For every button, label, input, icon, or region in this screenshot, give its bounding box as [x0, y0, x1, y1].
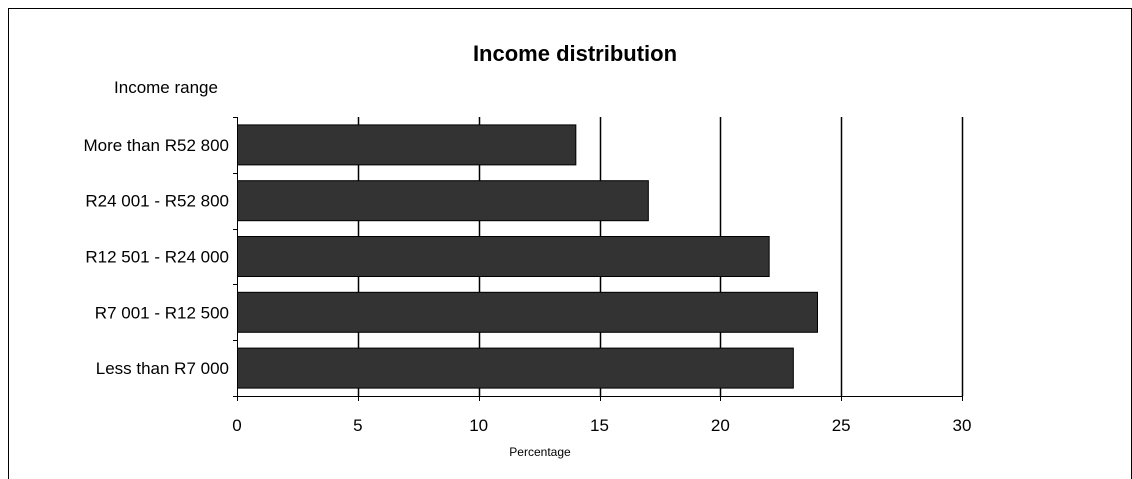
- y-axis-title: Income range: [114, 78, 218, 97]
- x-tick-label-4: 20: [711, 416, 730, 435]
- x-tick-label-1: 5: [353, 416, 362, 435]
- chart-title: Income distribution: [473, 41, 677, 66]
- y-tick-label-1: R24 001 - R52 800: [85, 192, 229, 211]
- bar-4: [237, 347, 794, 389]
- y-tick-label-3: R7 001 - R12 500: [95, 303, 229, 322]
- y-tick-label-0: More than R52 800: [83, 136, 229, 155]
- y-tick-label-2: R12 501 - R24 000: [85, 248, 229, 267]
- bar-2: [237, 236, 770, 277]
- x-tick-label-0: 0: [232, 416, 241, 435]
- axes: [233, 117, 963, 401]
- bar-1: [237, 180, 649, 222]
- x-tick-label-2: 10: [469, 416, 488, 435]
- x-tick-label-6: 30: [953, 416, 972, 435]
- x-tick-label-5: 25: [832, 416, 851, 435]
- bars: [237, 124, 818, 389]
- x-tick-labels: 0 5 10 15 20 25 30: [232, 416, 971, 435]
- bar-0: [237, 124, 577, 166]
- y-tick-label-4: Less than R7 000: [96, 359, 229, 378]
- x-axis-title: Percentage: [509, 445, 571, 459]
- x-tick-label-3: 15: [590, 416, 609, 435]
- bar-3: [237, 291, 818, 333]
- y-tick-labels: More than R52 800 R24 001 - R52 800 R12 50…: [83, 136, 229, 378]
